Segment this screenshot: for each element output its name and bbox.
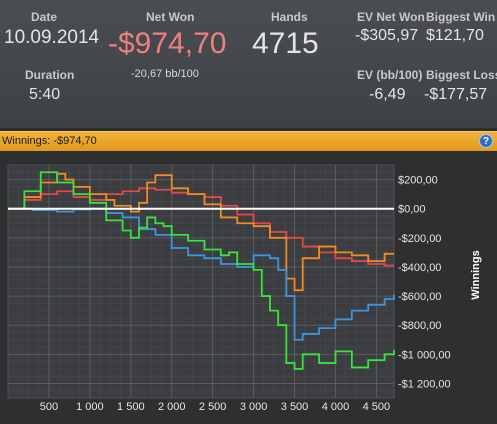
x-tick-label: 1 500 (117, 401, 145, 413)
ev-bb-label: EV (bb/100) (357, 68, 423, 82)
ev-bb-value: -6,49 (369, 86, 406, 103)
x-tick-label: 2 000 (158, 401, 186, 413)
winnings-title-value: -$974,70 (53, 135, 97, 147)
x-tick-label: 3 500 (281, 401, 309, 413)
biggest-win-label: Biggest Win (426, 10, 496, 24)
y-tick-label: $200,00 (398, 175, 438, 187)
series-line-2 (8, 172, 394, 292)
biggest-loss-label: Biggest Loss (426, 68, 497, 82)
help-icon[interactable]: ? (479, 134, 493, 148)
y-tick-label: -$1 000,00 (398, 349, 451, 361)
y-tick-label: $0,00 (398, 204, 426, 216)
series-line-4 (8, 171, 395, 370)
date-value: 10.09.2014 (4, 27, 100, 48)
y-tick-label: -$200,00 (398, 233, 441, 245)
y-tick-label: -$800,00 (398, 320, 441, 332)
y-tick-label: -$400,00 (398, 262, 441, 274)
y-tick-label: -$1 200,00 (398, 378, 451, 390)
ev-net-won-label: EV Net Won (357, 10, 425, 24)
net-won-bb: -20,67 bb/100 (131, 68, 199, 80)
x-tick-label: 500 (40, 401, 58, 413)
date-label: Date (31, 10, 58, 24)
y-axis-title: Winnings (470, 250, 482, 299)
winnings-chart: $200,00 $0,00 -$200,00 -$400,00 -$600,00 -$80… (7, 164, 482, 413)
net-won-label: Net Won (146, 10, 195, 24)
hands-value: 4715 (252, 27, 319, 60)
stats-panel: Date 10.09.2014 Duration 5:40 Net Won -$… (0, 0, 497, 128)
x-tick-label: 2 500 (199, 401, 227, 413)
y-tick-label: -$600,00 (398, 291, 441, 303)
biggest-win-value: $121,70 (426, 27, 484, 44)
winnings-header-title: Winnings: -$974,70 (2, 135, 97, 147)
hands-label: Hands (271, 10, 308, 24)
duration-label: Duration (25, 68, 75, 82)
ev-net-won-value: -$305,97 (355, 27, 419, 44)
biggest-loss-value: -$177,57 (424, 86, 488, 103)
x-tick-label: 4 500 (363, 401, 391, 413)
net-won-value: -$974,70 (108, 27, 227, 60)
x-tick-label: 3 000 (240, 401, 268, 413)
winnings-header-bar: Winnings: -$974,70 ? (0, 131, 497, 151)
winnings-title-text: Winnings: (2, 135, 51, 147)
x-tick-label: 1 000 (76, 401, 104, 413)
x-tick-label: 4 000 (322, 401, 350, 413)
duration-value: 5:40 (29, 86, 61, 103)
winnings-chart-area: $200,00 $0,00 -$200,00 -$400,00 -$600,00 -$80… (0, 151, 497, 424)
